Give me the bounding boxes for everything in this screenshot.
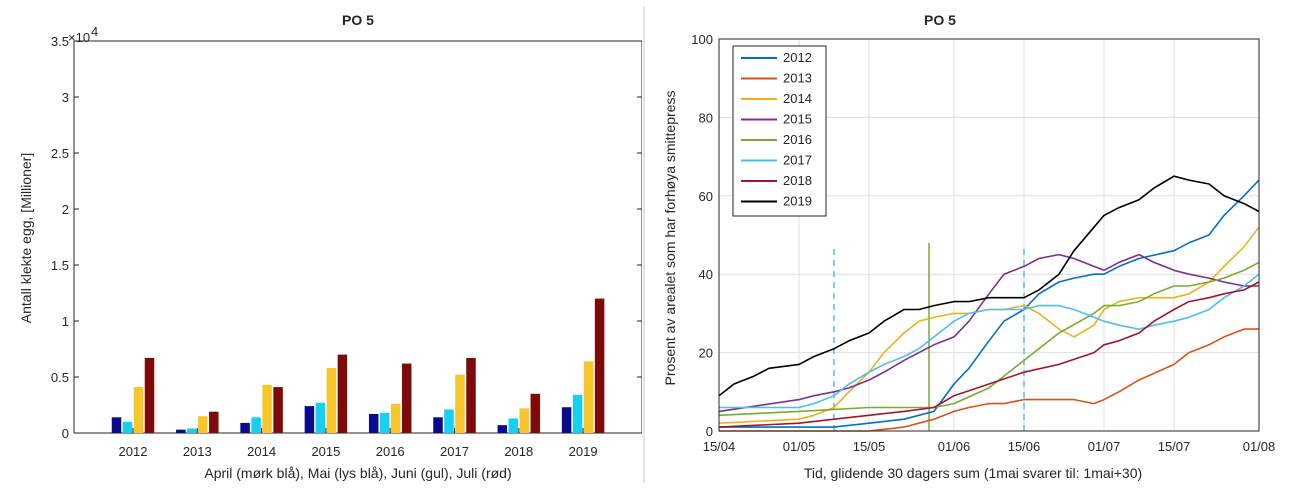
series-line-2017 [719, 273, 1260, 409]
legend-entry: 2016 [783, 132, 812, 147]
plot-area: 0 20 40 60 80 100 15/04 01/05 15/05 01/06 15/06 01/… [691, 32, 1275, 454]
legend-entry: 2017 [783, 153, 812, 168]
x-tick-label: 15/07 [1158, 439, 1191, 454]
bar [530, 393, 541, 433]
x-tick-label: 01/06 [938, 439, 971, 454]
exponent-power: 4 [91, 24, 98, 39]
y-tick-label: 0 [706, 424, 713, 439]
panel-divider [643, 6, 645, 483]
y-tick-label: 2.5 [51, 146, 69, 161]
bar [519, 408, 530, 433]
line-chart: PO 5 0 20 40 60 80 100 15/04 01/05 15/05 01/06 15/… [662, 12, 1275, 481]
bar [111, 417, 122, 433]
y-tick-label: 3.5 [51, 34, 69, 49]
bar [497, 425, 508, 433]
bar [508, 418, 519, 433]
x-tick-label: 2017 [440, 444, 469, 459]
bar [273, 387, 283, 433]
chart-panel-infection-pressure: PO 5 0 20 40 60 80 100 15/04 01/05 15/05 01/06 15/… [648, 0, 1289, 483]
x-tick-label: 2019 [569, 444, 598, 459]
y-axis-label: Prosent av arealet som har forhøya smitt… [662, 91, 678, 386]
series-line-2018 [718, 281, 1260, 428]
legend-entry: 2014 [783, 91, 812, 106]
bar [262, 384, 272, 433]
series-line-2016 [718, 261, 1260, 417]
legend-entry: 2019 [783, 194, 812, 209]
legend-entry: 2013 [783, 71, 812, 86]
x-tick-label: 2018 [504, 444, 533, 459]
y-axis-label: Antall klekte egg, [Millioner] [18, 153, 34, 323]
bar [368, 413, 379, 433]
series-line-2014 [718, 226, 1260, 424]
x-tick-label: 2015 [311, 444, 340, 459]
legend-box [732, 45, 827, 217]
bar [315, 402, 326, 433]
y-tick-label: 40 [699, 267, 713, 282]
chart-title: PO 5 [924, 12, 956, 28]
y-tick-label: 0.5 [51, 370, 69, 385]
bar [561, 407, 572, 433]
y-tick-label: 0 [62, 426, 69, 441]
plot-area: 0 0.5 1 1.5 2 2.5 3 3.5 2012 2013 2014 2015 2016 2017… [51, 34, 643, 459]
y-tick-label: 80 [699, 110, 713, 125]
y-tick-label: 1 [62, 314, 69, 329]
y-tick-label: 1.5 [51, 258, 69, 273]
bar [594, 298, 605, 433]
bar [572, 394, 583, 433]
series-line-2013 [719, 328, 1259, 432]
y-tick-label: 2 [62, 202, 69, 217]
bar [240, 422, 250, 433]
chart-title: PO 5 [342, 12, 374, 28]
bar [144, 357, 155, 433]
bar [326, 368, 337, 433]
bar [466, 357, 476, 433]
x-tick-label: 15/04 [703, 439, 736, 454]
x-tick-label: 2014 [247, 444, 276, 459]
exponent-base: ×10 [68, 30, 90, 45]
bar [122, 421, 133, 433]
x-tick-label: 15/06 [1008, 439, 1041, 454]
series-line-2019 [718, 175, 1260, 397]
x-tick-label: 01/08 [1243, 439, 1276, 454]
bar [433, 417, 443, 433]
legend: 2012 2013 2014 2015 2016 2017 2018 2019 [732, 45, 827, 217]
y-tick-label: 100 [691, 32, 713, 47]
x-tick-label: 2016 [376, 444, 405, 459]
bar [390, 403, 401, 433]
bar [304, 406, 315, 433]
bar [251, 417, 261, 433]
x-tick-label: 01/05 [783, 439, 816, 454]
x-tick-label: 15/05 [853, 439, 886, 454]
bar [379, 412, 390, 433]
x-tick-label: 2013 [183, 444, 212, 459]
x-axis-label: Tid, glidende 30 dagers sum (1mai svarer… [804, 465, 1142, 481]
series-line-2012 [719, 179, 1260, 428]
x-axis-label: April (mørk blå), Mai (lys blå), Juni (g… [204, 465, 511, 481]
x-tick-label: 2012 [119, 444, 148, 459]
bar [209, 411, 219, 433]
legend-entry: 2015 [783, 112, 812, 127]
bar [583, 361, 594, 433]
bar [444, 409, 454, 433]
y-axis-exponent: ×10 4 [68, 24, 98, 45]
y-tick-label: 20 [699, 346, 713, 361]
y-tick-label: 60 [699, 189, 713, 204]
legend-entry: 2012 [783, 50, 812, 65]
bar [455, 374, 465, 433]
x-tick-label: 01/07 [1088, 439, 1121, 454]
bar [187, 428, 197, 433]
bar [133, 387, 144, 433]
bar [198, 416, 208, 433]
bar [176, 429, 186, 433]
plot-frame [718, 38, 1260, 432]
legend-entry: 2018 [783, 173, 812, 188]
series-line-2015 [718, 253, 1259, 413]
plot-frame [73, 40, 643, 434]
y-tick-label: 3 [62, 90, 69, 105]
bar [401, 363, 412, 433]
bar [337, 354, 348, 433]
bar-chart: PO 5 ×10 4 0 0.5 1 1.5 2 2.5 3 3.5 2012 2013 2014 2… [18, 12, 643, 481]
chart-panel-egg-counts: PO 5 ×10 4 0 0.5 1 1.5 2 2.5 3 3.5 2012 2013 2014 2… [0, 0, 643, 483]
